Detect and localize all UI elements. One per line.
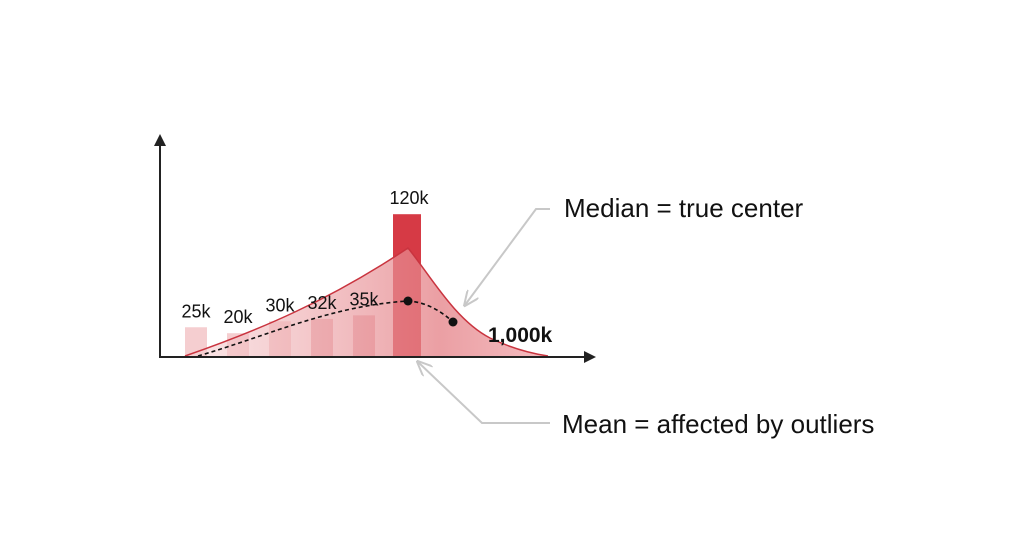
median-point [448,317,458,327]
mean-point [403,296,413,306]
median-annotation: Median = true center [564,193,804,223]
bar-label-5: 120k [389,188,429,208]
mean-annotation: Mean = affected by outliers [562,409,874,439]
bar-label-4: 35k [349,289,379,309]
bar-label-3: 32k [307,293,337,313]
bar-labels: 25k 20k 30k 32k 35k 120k [181,188,429,327]
outlier-label: 1,000k [488,324,553,347]
distribution-area [185,248,548,356]
bar-label-0: 25k [181,301,211,321]
dashed-trend-line [197,300,454,357]
bar-label-2: 30k [265,295,295,315]
mean-callout-arrow [418,362,550,424]
median-callout-arrow [465,208,550,305]
bar-label-1: 20k [223,307,253,327]
distribution-curve [184,246,549,357]
